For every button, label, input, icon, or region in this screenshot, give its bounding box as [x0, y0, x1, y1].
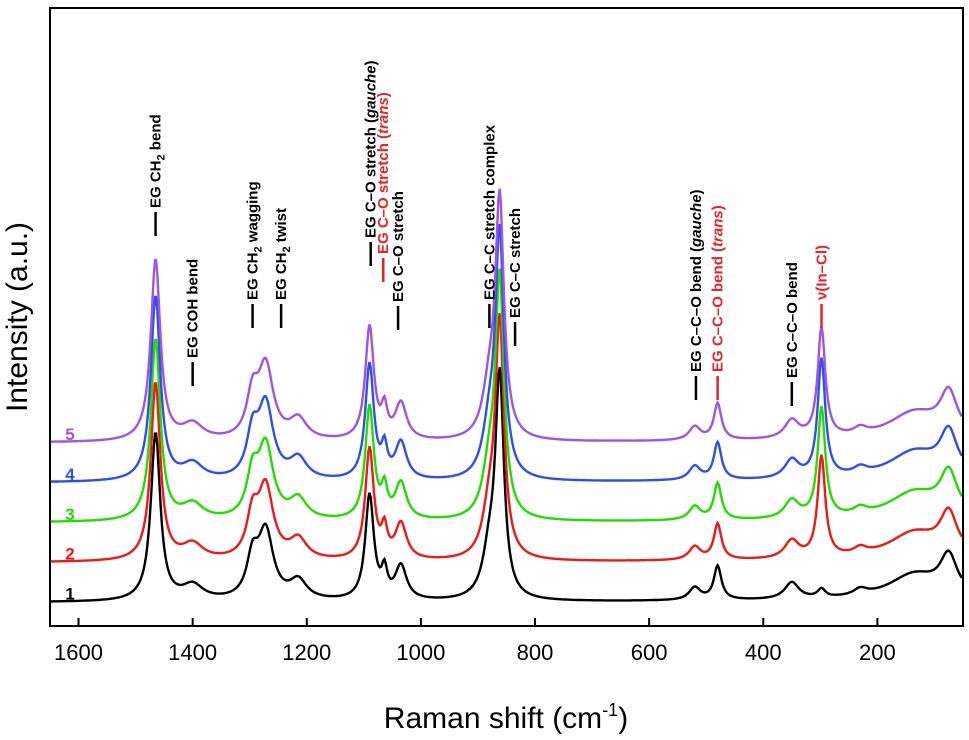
series-number-4: 4 — [65, 465, 75, 484]
series-line-2 — [50, 313, 963, 563]
series-numbers: 1 2 3 4 5 — [65, 425, 75, 604]
annotation-label-8: EG C–C stretch — [507, 208, 524, 318]
x-tick-label-1400: 1400 — [168, 640, 217, 665]
annotation-label-4: EG C–O stretch (gauche) — [363, 60, 380, 238]
x-tick-label-600: 600 — [631, 640, 668, 665]
x-axis-title: Raman shift (cm-1) — [384, 700, 628, 735]
series-number-5: 5 — [65, 425, 74, 444]
series-line-4 — [50, 223, 963, 483]
plot-frame — [49, 7, 964, 627]
annotation-label-0: EG CH2 bend — [148, 114, 168, 208]
annotation-label-10: EG C–C–O bend (trans) — [710, 205, 727, 372]
series-line-5 — [50, 188, 963, 443]
x-axis-ticks: 1600 1400 1200 1000 800 600 400 200 — [54, 618, 896, 665]
x-tick-label-1600: 1600 — [54, 640, 103, 665]
annotation-label-5: EG C–O stretch (trans) — [375, 92, 392, 254]
x-tick-label-400: 400 — [745, 640, 782, 665]
x-tick-label-200: 200 — [859, 640, 896, 665]
annotation-label-6: EG C–O stretch — [390, 191, 407, 302]
x-tick-label-800: 800 — [517, 640, 554, 665]
series-line-1 — [50, 367, 963, 603]
series-line-3 — [50, 268, 963, 523]
annotation-label-3: EG CH2 twist — [273, 208, 293, 300]
peak-annotations: EG CH2 bend EG COH bend EG CH2 wagging EG C… — [148, 60, 830, 406]
series-number-3: 3 — [65, 505, 74, 524]
series-lines — [50, 188, 963, 603]
series-number-1: 1 — [65, 585, 74, 604]
annotation-label-11: EG C–C–O bend — [784, 262, 801, 378]
annotation-label-2: EG CH2 wagging — [245, 181, 265, 300]
annotation-label-1: EG COH bend — [185, 259, 202, 358]
x-tick-label-1000: 1000 — [396, 640, 445, 665]
annotation-label-9: EG C–C–O bend (gauche) — [688, 189, 705, 372]
y-axis-title: Intensity (a.u.) — [1, 222, 34, 412]
x-tick-label-1200: 1200 — [282, 640, 331, 665]
annotation-label-7: EG C–C stretch complex — [481, 124, 498, 300]
annotation-label-12: ν(In–Cl) — [813, 245, 830, 300]
series-number-2: 2 — [65, 545, 74, 564]
